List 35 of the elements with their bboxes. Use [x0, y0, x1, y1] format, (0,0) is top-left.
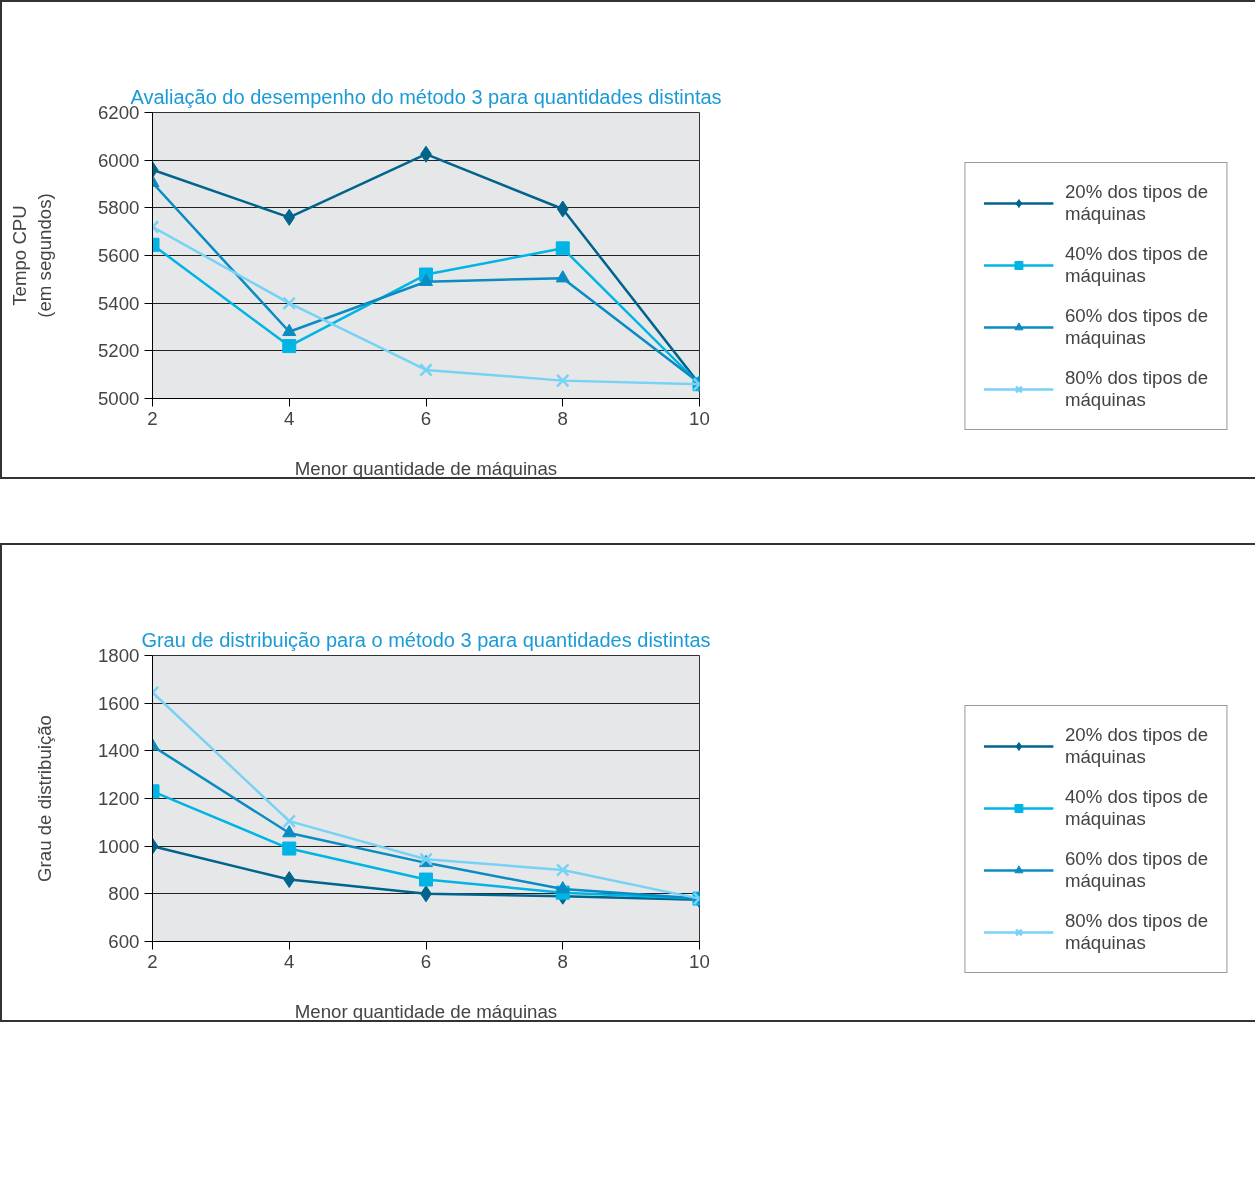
- y-tick-label: 800: [108, 883, 140, 905]
- x-tick-label: 4: [284, 407, 295, 429]
- y-tick-label: 1600: [98, 692, 140, 714]
- y-axis-title: Grau de distribuição: [34, 715, 55, 882]
- x-tick-label: 6: [420, 407, 432, 429]
- legend-label: 40% dos tipos de máquinas: [1064, 243, 1209, 287]
- y-tick-label: 6000: [98, 149, 140, 171]
- legend-label: 20% dos tipos de máquinas: [1064, 724, 1209, 768]
- x-tick-label: 10: [689, 407, 710, 429]
- legend-label: 40% dos tipos de máquinas: [1064, 786, 1209, 830]
- y-tick-label: 1200: [98, 788, 140, 809]
- chart-title: Grau de distribuição para o método 3 para quantidades distintas: [141, 628, 711, 651]
- legend-label: 80% dos tipos de máquinas: [1064, 367, 1209, 411]
- y-tick-label: 5800: [98, 197, 140, 219]
- x-tick-label: 10: [689, 950, 710, 972]
- x-tick-label: 8: [557, 950, 568, 972]
- y-tick-label: 5200: [98, 340, 140, 362]
- y-tick-label: 1400: [98, 740, 140, 762]
- legend-label: 20% dos tipos de máquinas: [1064, 181, 1209, 225]
- x-tick-label: 6: [420, 950, 432, 972]
- legend-label: 80% dos tipos de máquinas: [1064, 910, 1209, 954]
- y-tick-label: 1000: [98, 835, 140, 857]
- y-tick-label: 5400: [98, 292, 140, 314]
- x-tick-label: 2: [147, 950, 158, 972]
- x-tick-label: 2: [147, 407, 158, 429]
- y-axis-title: Tempo CPU (em segundos): [8, 193, 55, 318]
- x-tick-label: 8: [557, 407, 568, 429]
- y-tick-label: 5600: [98, 245, 140, 266]
- y-tick-label: 1800: [98, 645, 140, 666]
- legend-label: 60% dos tipos de máquinas: [1064, 305, 1209, 349]
- legend-label: 60% dos tipos de máquinas: [1064, 848, 1209, 892]
- y-tick-label: 600: [108, 931, 140, 952]
- x-tick-label: 4: [284, 950, 295, 972]
- y-tick-label: 5000: [98, 388, 140, 409]
- chart-title: Avaliação do desempenho do método 3 para quantidades distintas: [130, 85, 722, 108]
